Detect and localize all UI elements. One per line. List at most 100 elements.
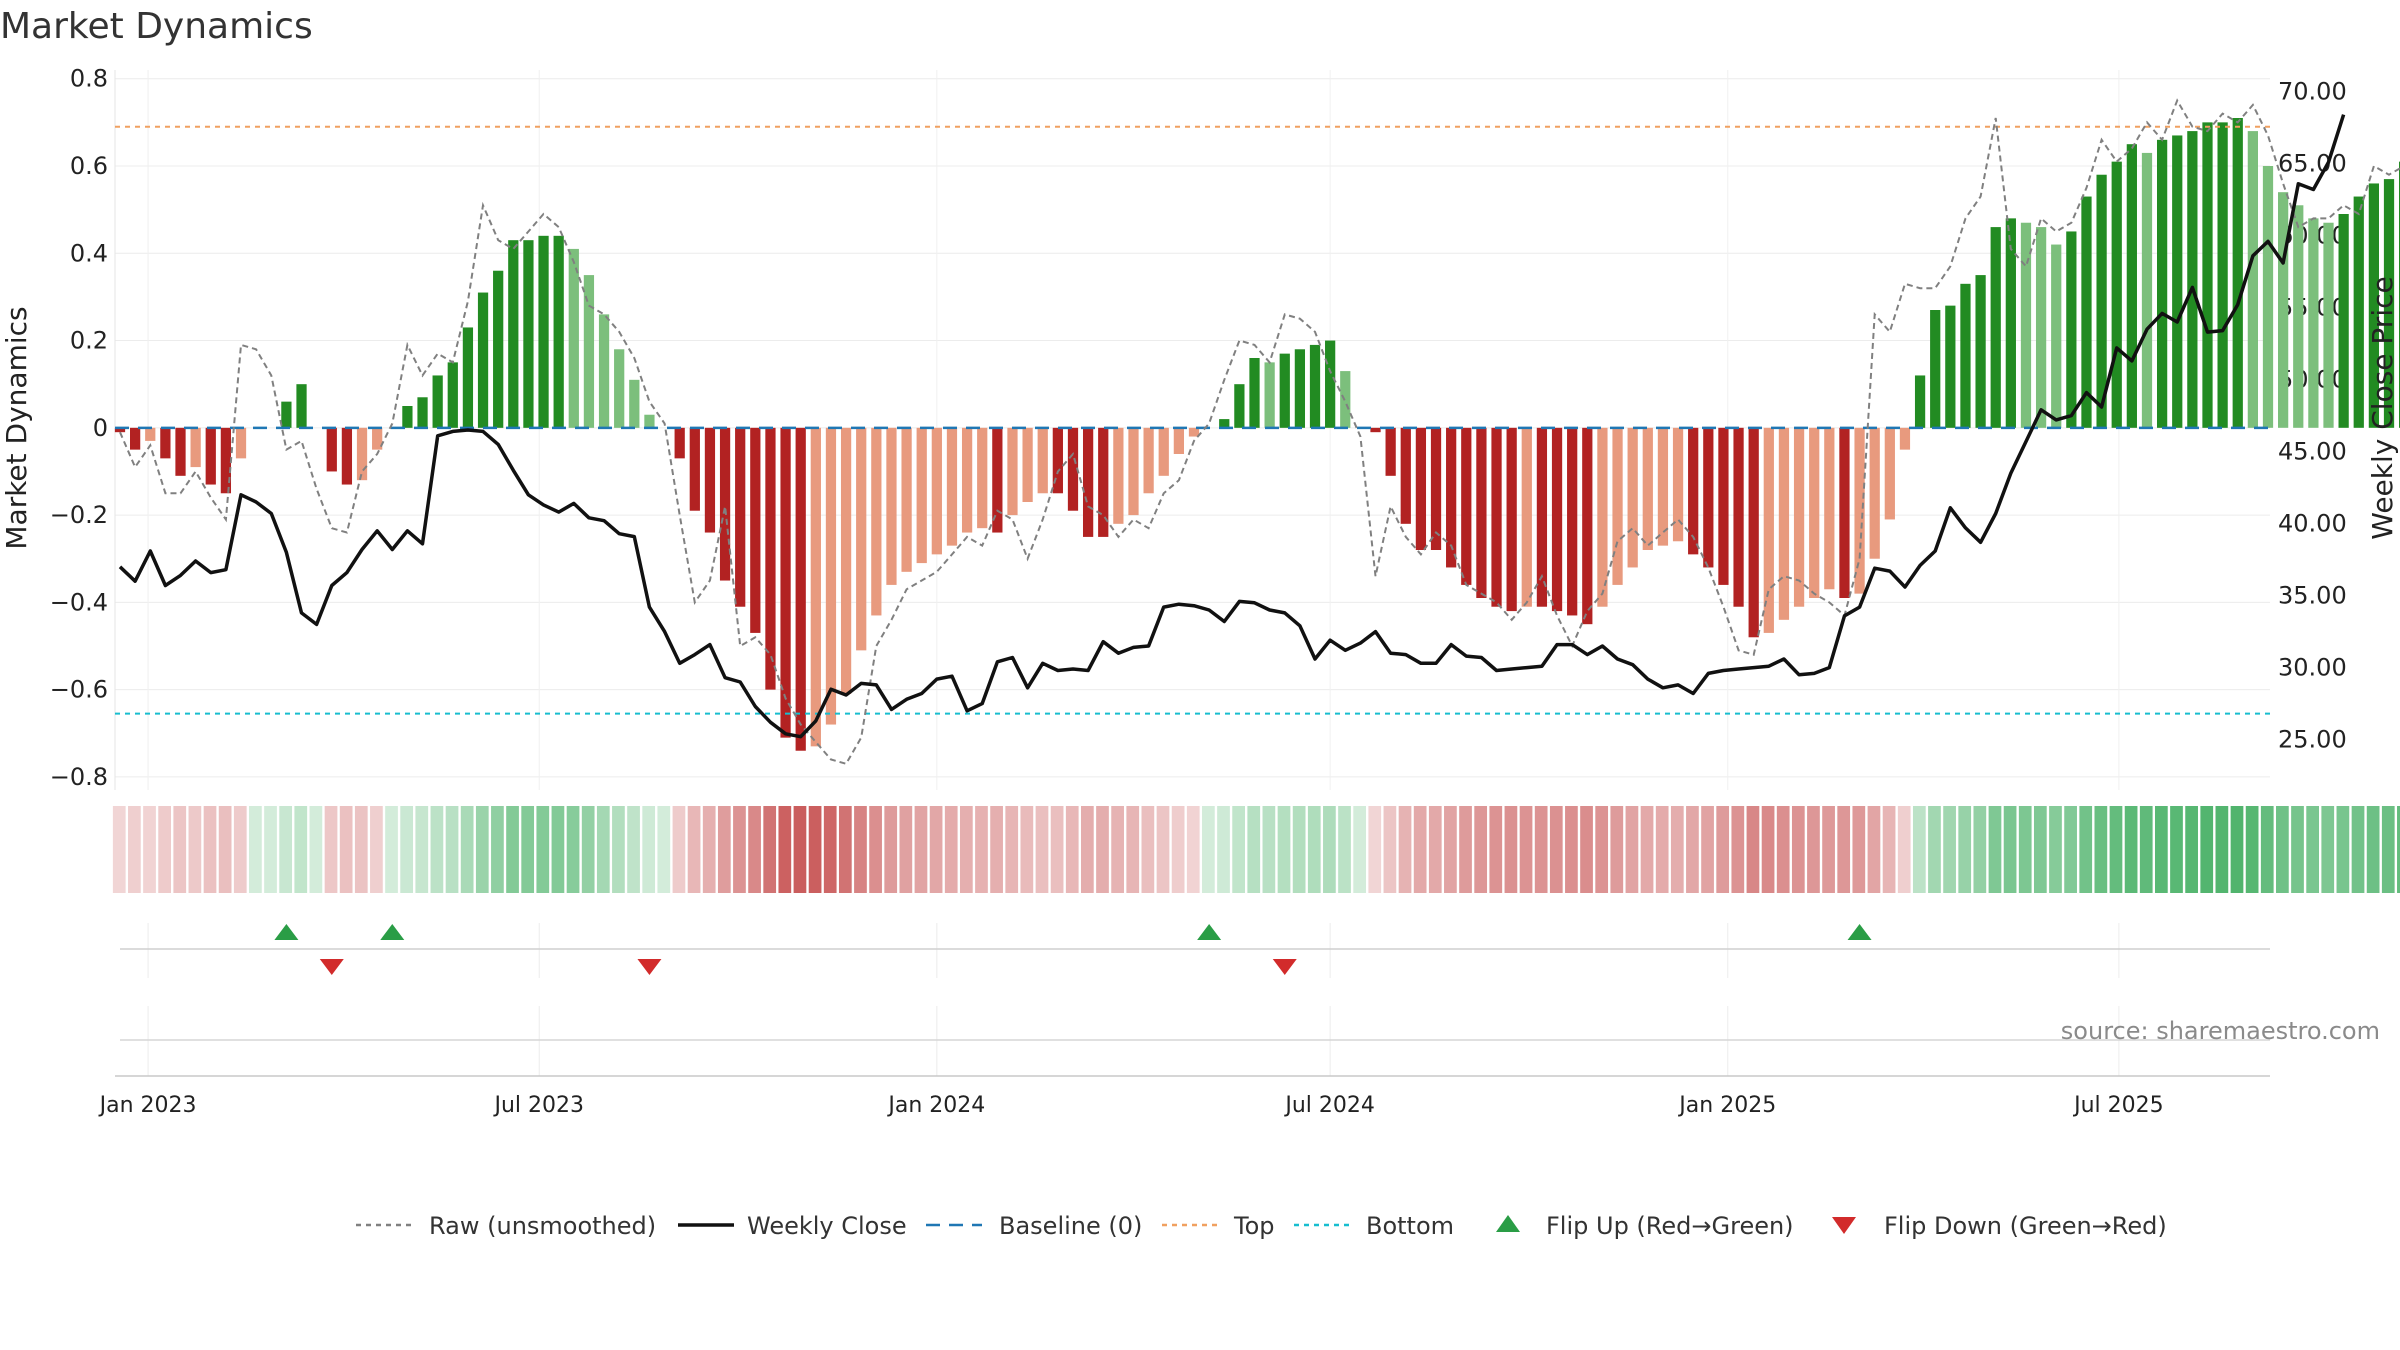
momentum-bar bbox=[1582, 427, 1593, 625]
heat-cell bbox=[1640, 806, 1654, 893]
heat-cell bbox=[566, 806, 580, 893]
heat-cell bbox=[854, 806, 867, 893]
heat-cell bbox=[415, 806, 429, 893]
momentum-bar bbox=[1082, 427, 1094, 537]
momentum-bar bbox=[2308, 218, 2319, 428]
momentum-bar bbox=[750, 427, 761, 633]
momentum-bar bbox=[145, 427, 156, 441]
heat-cell bbox=[233, 806, 247, 893]
heat-cell bbox=[1050, 806, 1064, 893]
heat-cell bbox=[339, 806, 353, 893]
y-left-tick-label: −0.2 bbox=[50, 501, 108, 529]
heat-cell bbox=[158, 806, 171, 893]
momentum-bar bbox=[1037, 427, 1048, 494]
heat-cell bbox=[173, 806, 187, 893]
heat-cell bbox=[1005, 806, 1019, 893]
heat-cell bbox=[1398, 806, 1412, 893]
heat-cell bbox=[1534, 806, 1548, 893]
y-right-tick-label: 35.00 bbox=[2278, 582, 2347, 610]
heat-cell bbox=[687, 806, 701, 893]
momentum-bar bbox=[1869, 427, 1880, 559]
heat-cell bbox=[581, 806, 595, 893]
momentum-bar bbox=[1627, 427, 1638, 568]
momentum-bar bbox=[1551, 427, 1563, 612]
weekly-close-line bbox=[118, 114, 2346, 739]
heat-cell bbox=[1065, 806, 1079, 893]
momentum-bar bbox=[1158, 427, 1169, 476]
heat-cell bbox=[536, 806, 550, 893]
heat-cell bbox=[264, 806, 277, 893]
heat-cell bbox=[2124, 806, 2138, 893]
momentum-bar bbox=[1113, 427, 1124, 524]
momentum-bar bbox=[372, 427, 383, 450]
heat-cell bbox=[778, 806, 792, 893]
y-left-tick-label: 0 bbox=[93, 414, 108, 442]
momentum-bar bbox=[840, 427, 852, 694]
momentum-bar bbox=[1264, 362, 1275, 428]
heat-cell bbox=[2064, 806, 2077, 893]
heat-cell bbox=[203, 806, 217, 893]
momentum-bar bbox=[1793, 427, 1805, 607]
momentum-bar bbox=[2096, 174, 2107, 428]
heat-cell bbox=[914, 806, 928, 893]
heat-cell bbox=[1096, 806, 1109, 893]
heat-cell bbox=[188, 806, 202, 893]
heat-cell bbox=[430, 806, 444, 893]
heat-cell bbox=[2397, 806, 2400, 893]
momentum-bar bbox=[2353, 196, 2364, 428]
flip-up-marker bbox=[1847, 924, 1872, 940]
heat-cell bbox=[249, 806, 262, 893]
heat-cell bbox=[1020, 806, 1034, 893]
momentum-bar bbox=[568, 248, 579, 428]
momentum-bar bbox=[946, 427, 958, 546]
heat-cell bbox=[959, 806, 973, 893]
heat-cell bbox=[2336, 806, 2350, 893]
heat-cell bbox=[400, 806, 414, 893]
heat-cell bbox=[128, 806, 141, 893]
heat-cell bbox=[1837, 806, 1851, 893]
momentum-bar bbox=[296, 384, 307, 428]
x-tick-label: Jan 2025 bbox=[1677, 1093, 1776, 1118]
momentum-bar bbox=[2217, 122, 2228, 428]
legend-symbol-flip-down bbox=[1832, 1217, 1856, 1234]
heat-cell bbox=[1444, 806, 1457, 893]
momentum-bar bbox=[175, 427, 186, 476]
momentum-bar bbox=[1960, 283, 1971, 428]
momentum-bar bbox=[1128, 427, 1139, 516]
momentum-bar bbox=[961, 427, 973, 533]
flip-up-marker bbox=[274, 924, 299, 940]
momentum-bar bbox=[1945, 305, 1956, 428]
momentum-bar bbox=[689, 427, 700, 511]
source-credit: source: sharemaestro.com bbox=[2061, 1017, 2380, 1045]
heat-cell bbox=[702, 806, 716, 893]
momentum-bar bbox=[1506, 427, 1517, 612]
y-right-tick-label: 25.00 bbox=[2278, 726, 2347, 754]
heat-cell bbox=[1232, 806, 1245, 893]
momentum-bar bbox=[1748, 427, 1759, 638]
momentum-bar bbox=[523, 240, 534, 428]
heat-cell bbox=[899, 806, 913, 893]
y-axis-right-label: Weekly Close Price bbox=[2366, 276, 2399, 539]
heat-cell bbox=[1882, 806, 1896, 893]
momentum-bar bbox=[2020, 222, 2032, 428]
momentum-bar bbox=[2051, 244, 2062, 428]
heat-cell bbox=[1519, 806, 1533, 893]
heat-cell bbox=[1262, 806, 1276, 893]
heat-cell bbox=[2200, 806, 2214, 893]
heat-cell bbox=[1686, 806, 1699, 893]
momentum-bar bbox=[2383, 179, 2395, 428]
heat-cell bbox=[884, 806, 898, 893]
momentum-bar bbox=[2247, 131, 2258, 428]
momentum-bar bbox=[2323, 222, 2334, 428]
heat-cell bbox=[627, 806, 640, 893]
momentum-bar bbox=[886, 427, 897, 585]
y-right-tick-label: 40.00 bbox=[2278, 510, 2347, 538]
heat-cell bbox=[445, 806, 459, 893]
heat-cell bbox=[596, 806, 610, 893]
momentum-bar bbox=[508, 240, 519, 428]
momentum-bar bbox=[1597, 427, 1608, 607]
momentum-bar bbox=[326, 427, 337, 472]
momentum-bar bbox=[2293, 205, 2304, 428]
heat-cell bbox=[2109, 806, 2123, 893]
heat-cell bbox=[2079, 806, 2093, 893]
